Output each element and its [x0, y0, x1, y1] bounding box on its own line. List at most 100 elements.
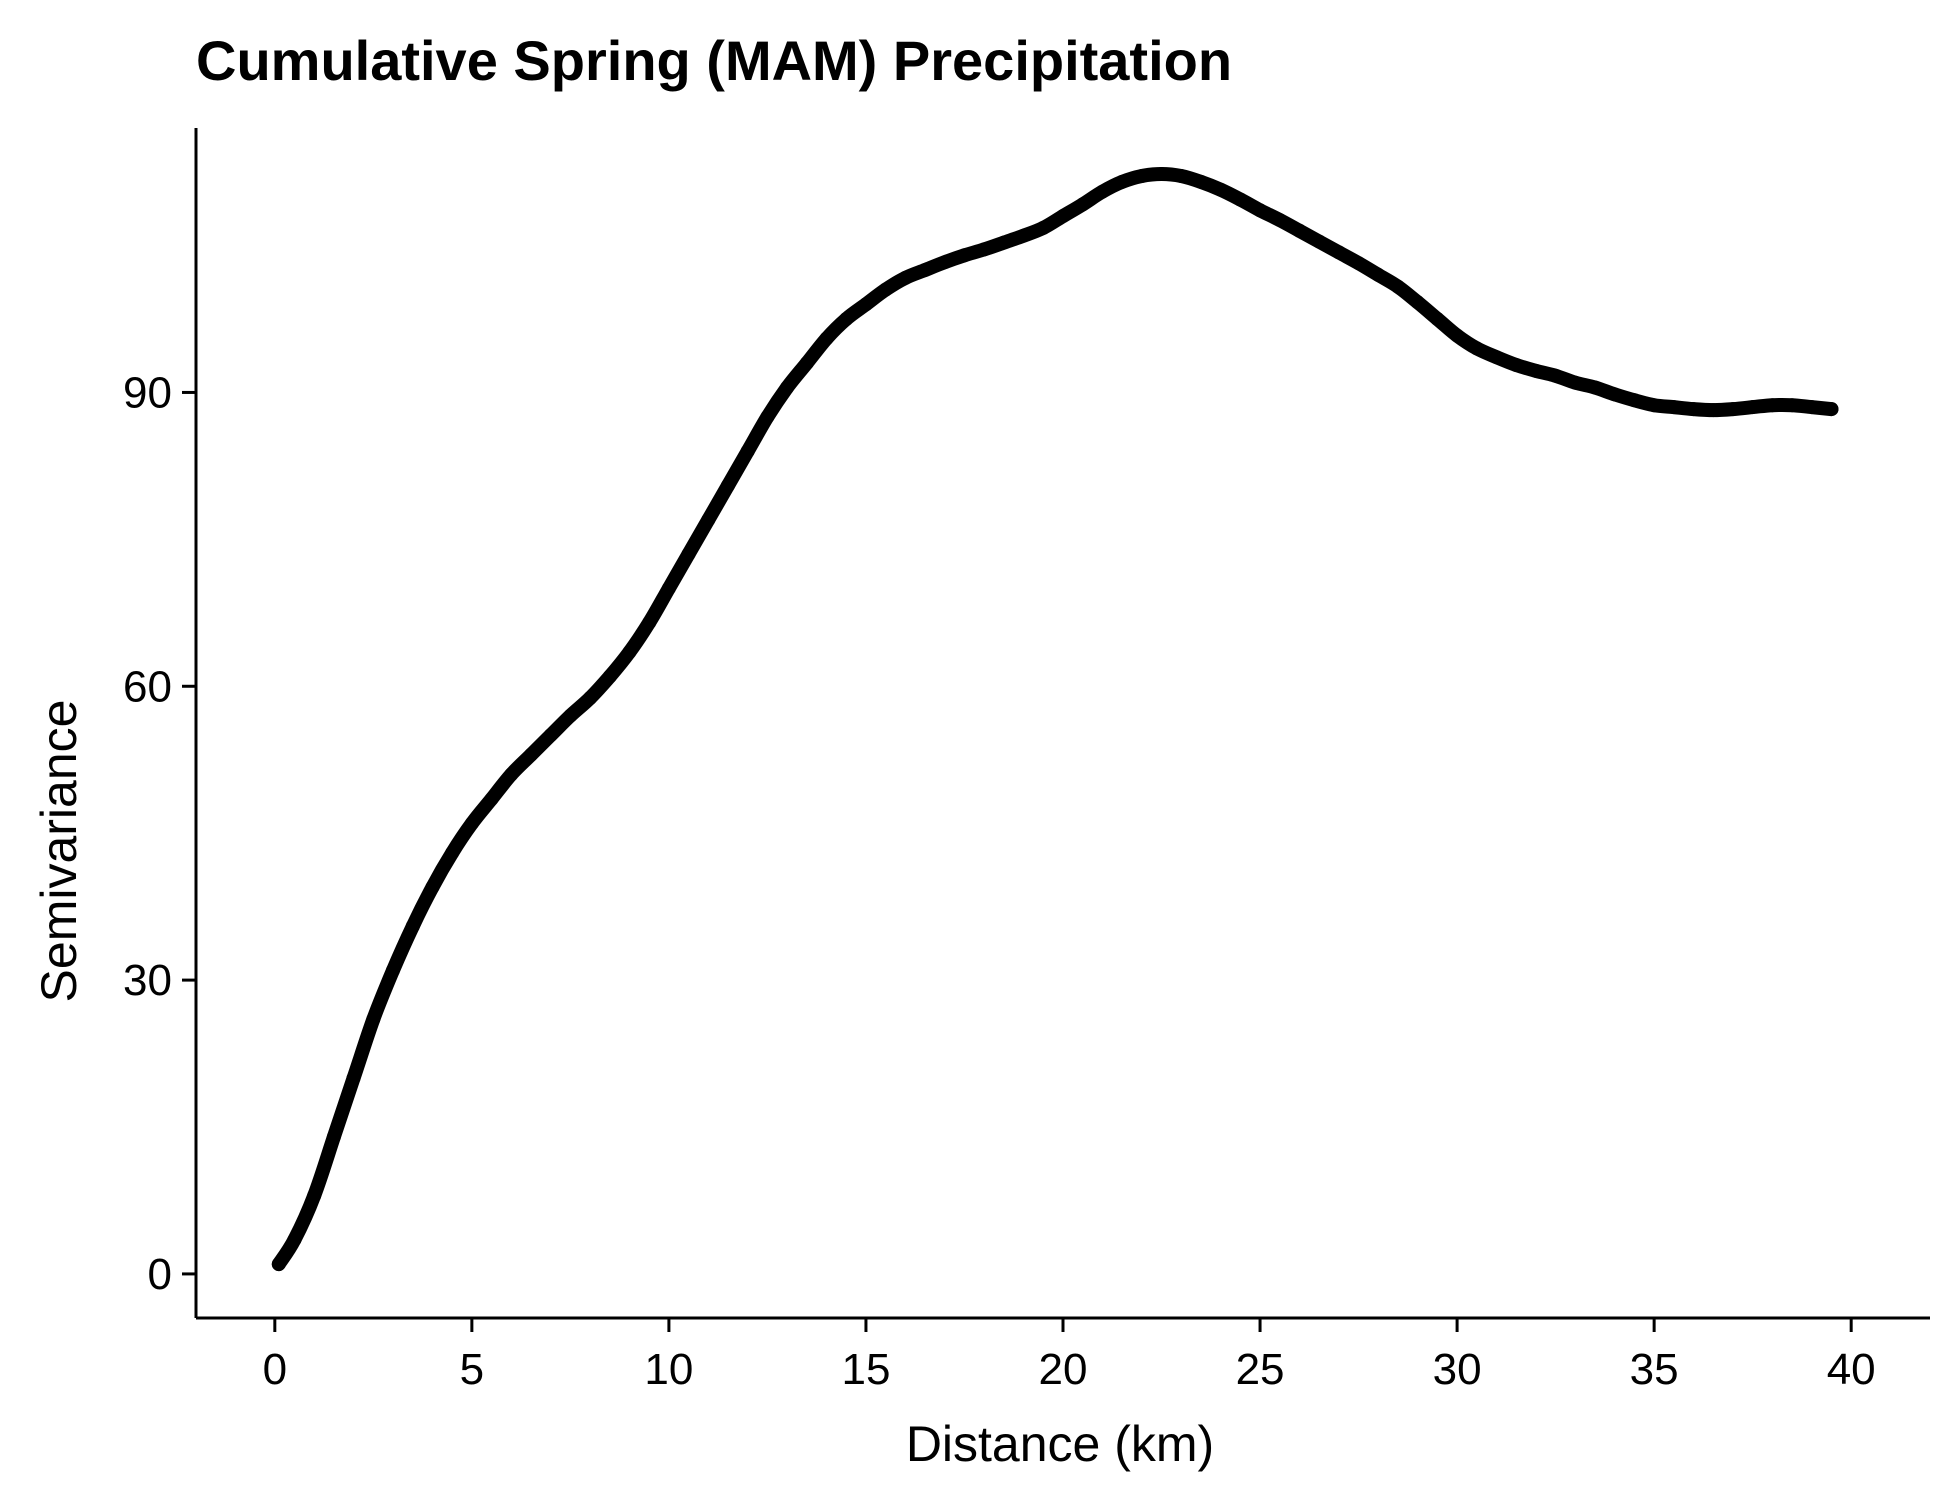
data-point: [1607, 387, 1622, 402]
data-point: [1036, 220, 1051, 235]
data-point: [1154, 167, 1169, 181]
y-tick-label: 60: [123, 662, 172, 711]
data-point: [583, 691, 598, 705]
data-point: [996, 235, 1011, 250]
data-point: [1469, 341, 1484, 356]
data-point: [1233, 192, 1248, 207]
x-tick-label: 35: [1630, 1345, 1679, 1394]
data-point: [1726, 402, 1740, 417]
data-point: [366, 1012, 381, 1027]
data-point: [1134, 169, 1149, 183]
y-tick-label: 90: [123, 368, 172, 417]
data-point: [405, 919, 420, 934]
x-tick-label: 15: [841, 1345, 890, 1394]
data-point: [1193, 174, 1208, 189]
data-point: [1765, 398, 1780, 413]
data-point: [918, 263, 933, 277]
data-point: [1371, 267, 1386, 282]
data-point: [839, 312, 854, 326]
data-point: [563, 708, 578, 723]
data-point: [1095, 184, 1110, 199]
data-point: [1568, 375, 1583, 390]
x-tick-label: 10: [644, 1345, 693, 1394]
data-point: [1115, 174, 1130, 189]
data-point: [1785, 398, 1800, 413]
y-axis-label: Semivariance: [31, 700, 87, 1003]
plot-area: [271, 167, 1839, 1272]
data-point: [1588, 380, 1602, 395]
data-point: [642, 615, 657, 630]
data-point: [1075, 197, 1090, 212]
data-point: [326, 1129, 341, 1144]
data-point: [661, 581, 676, 596]
data-point: [721, 478, 735, 493]
chart-title: Cumulative Spring (MAM) Precipitation: [196, 29, 1232, 92]
data-point: [937, 255, 952, 270]
data-point: [386, 963, 400, 978]
x-tick-label: 5: [460, 1345, 484, 1394]
data-point: [681, 547, 696, 561]
data-point: [622, 645, 637, 659]
data-point: [1253, 203, 1267, 218]
data-point: [740, 444, 755, 459]
data-point: [1804, 400, 1819, 415]
data-point: [1430, 312, 1445, 326]
data-point: [780, 380, 795, 395]
x-axis-label: Distance (km): [906, 1416, 1214, 1472]
semivariance-line: [271, 167, 1839, 1272]
x-tick-label: 40: [1827, 1345, 1876, 1394]
data-point: [1745, 400, 1760, 415]
data-point: [287, 1232, 302, 1247]
data-point: [1528, 363, 1543, 378]
y-tick-label: 30: [123, 956, 172, 1005]
data-point: [346, 1071, 361, 1085]
data-point: [464, 816, 479, 831]
data-point: [1666, 400, 1681, 415]
data-point: [1292, 223, 1307, 238]
data-point: [1174, 169, 1189, 183]
data-point: [504, 767, 519, 782]
data-point: [271, 1257, 286, 1272]
x-tick-label: 20: [1039, 1345, 1088, 1394]
data-point: [760, 409, 775, 424]
data-point: [1016, 228, 1031, 243]
data-point: [1627, 393, 1642, 408]
data-point: [1391, 279, 1405, 294]
data-point: [1351, 256, 1366, 271]
data-point: [1686, 402, 1701, 417]
data-point: [957, 248, 972, 263]
data-point: [543, 728, 558, 743]
data-point: [878, 282, 893, 297]
data-point: [602, 669, 617, 684]
x-tick-label: 0: [263, 1345, 287, 1394]
data-point: [1450, 328, 1465, 343]
data-point: [1056, 209, 1070, 224]
data-point: [1706, 403, 1721, 418]
data-point: [524, 747, 538, 762]
data-point: [445, 845, 460, 860]
data-point: [1489, 350, 1504, 365]
x-tick-label: 30: [1433, 1345, 1482, 1394]
data-point: [307, 1188, 322, 1203]
y-ticks: 0 30 60 90: [123, 368, 196, 1299]
data-point: [898, 270, 913, 285]
data-point: [1548, 368, 1563, 383]
y-tick-label: 0: [148, 1250, 172, 1299]
data-point: [1647, 398, 1662, 413]
data-point: [425, 880, 440, 895]
data-point: [1824, 402, 1839, 417]
data-point: [1509, 358, 1524, 372]
data-point: [859, 297, 873, 312]
data-point: [819, 331, 834, 346]
data-point: [701, 512, 716, 527]
data-point: [484, 791, 499, 806]
data-point: [1272, 213, 1287, 228]
data-point: [1312, 234, 1327, 249]
data-point: [1213, 182, 1228, 197]
x-ticks: 0 5 10 15 20 25 30 35 40: [263, 1318, 1876, 1394]
axes: [194, 128, 1930, 1320]
x-tick-label: 25: [1236, 1345, 1285, 1394]
data-point: [799, 356, 814, 371]
